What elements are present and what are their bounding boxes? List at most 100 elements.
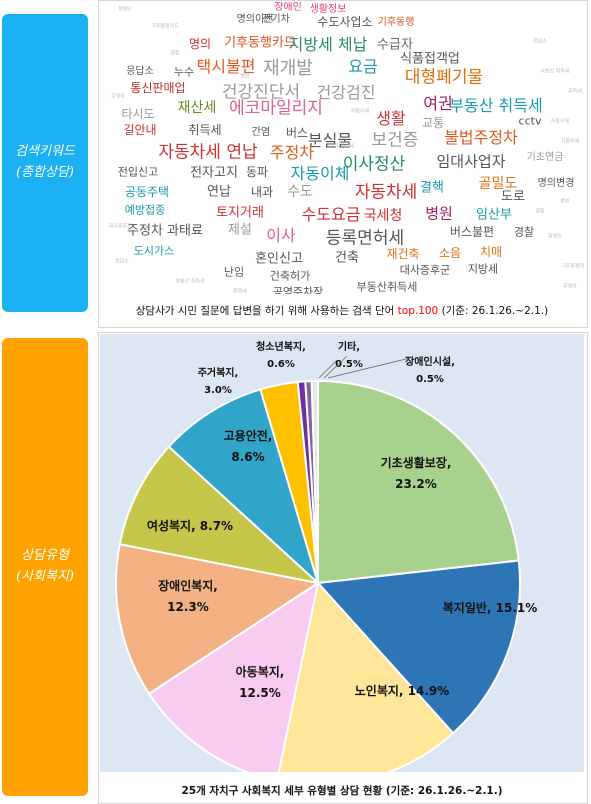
wordcloud-word: 교통 xyxy=(421,116,445,130)
wordcloud-word: 자동차세 연납 xyxy=(158,142,258,163)
wordcloud-word: 명의 xyxy=(188,37,212,51)
wordcloud: 장애인 생활정보 명의이전 전기차 수도사업소 기후동행 명의 기후동행카드 지방세 체납 수급자… xyxy=(100,2,584,295)
pie-label-value: 0.5% xyxy=(335,359,363,370)
consult-type-section-label: 상담유형 (사회복지) xyxy=(2,338,88,796)
wordcloud-word: 도로 xyxy=(501,189,525,205)
pie-leader-line xyxy=(323,355,348,379)
wordcloud-word: 주정차 과태료 xyxy=(127,223,203,239)
wordcloud-word: 혼인신고 xyxy=(255,251,303,267)
wordcloud-filler-word: 주정차 xyxy=(563,283,577,290)
wordcloud-filler-word: 병원 xyxy=(560,198,570,205)
wordcloud-filler-word: 장애인 xyxy=(118,6,132,13)
pie-label-name: 장애인시설, xyxy=(405,355,455,368)
wordcloud-word: 취득세 xyxy=(188,123,222,137)
wordcloud-word: 수도사업소 xyxy=(317,15,373,29)
pie-chart-panel: 기초생활보장, 23.2% 복지일반, 15.1% 노인복지, 14.9% 아동복지, 1… xyxy=(100,334,584,786)
wordcloud-word: 예방접종 xyxy=(124,203,166,217)
pie-label-value: 0.5% xyxy=(416,374,444,385)
wordcloud-filler-word: 경찰 xyxy=(535,208,545,215)
wordcloud-caption: 상담사가 시민 질문에 답변을 하기 위해 사용하는 검색 단어 top.100… xyxy=(100,303,584,318)
pie-label-value: 12.3% xyxy=(167,600,209,614)
pie-slice-5 xyxy=(118,445,322,585)
pie-slice-1 xyxy=(315,559,522,735)
wordcloud-word: 수도 xyxy=(287,184,313,200)
wordcloud-word: 여권 xyxy=(423,94,453,113)
wordcloud-word: 부동산 취득세 xyxy=(449,96,543,115)
wordcloud-filler-word: 장애인 xyxy=(548,233,562,240)
wordcloud-filler-word: 응답소 xyxy=(115,258,129,265)
wordcloud-word: 결핵 xyxy=(420,180,444,196)
wordcloud-word: 주정차 xyxy=(269,143,315,162)
wordcloud-filler-word: 취득세 xyxy=(568,88,582,95)
wordcloud-filler-word: 기후동행카드 xyxy=(561,263,584,270)
wordcloud-word: 지방세 체납 xyxy=(288,35,368,54)
wordcloud-word: 이사정산 xyxy=(342,154,406,175)
wordcloud-word: 제설 xyxy=(228,222,252,238)
pie-label-name: 주거복지, xyxy=(198,366,239,379)
wordcloud-word: 기후동행 xyxy=(377,17,415,28)
consult-type-label-line1: 상담유형 xyxy=(21,548,69,564)
wordcloud-word: 국세청 xyxy=(363,208,403,224)
pie-label-name: 여성복지, 8.7% xyxy=(147,518,233,533)
pie-label-value: 23.2% xyxy=(395,477,437,491)
pie-label-name: 기초생활보장, xyxy=(381,455,452,470)
consult-type-label-line2: (사회복지) xyxy=(16,569,74,584)
wordcloud-word: 수도요금 xyxy=(301,205,361,224)
pie-chart-caption: 25개 자치구 사회복지 세부 유형별 상담 현황 (기준: 26.1.26.~… xyxy=(181,785,503,797)
keyword-label-line2: (종합상담) xyxy=(16,165,74,180)
wordcloud-filler-word: 자동이체 xyxy=(350,108,370,115)
pie-label-value: 8.6% xyxy=(231,450,264,464)
pie-label-name: 노인복지, 14.9% xyxy=(355,683,450,698)
wordcloud-word: 길안내 xyxy=(123,123,157,137)
wordcloud-word: 재개발 xyxy=(263,58,313,79)
wordcloud-word: 대사증후군 xyxy=(399,263,451,277)
wordcloud-word: 치매 xyxy=(479,245,503,259)
wordcloud-word: 장애인 xyxy=(274,2,302,13)
wordcloud-word: 기초연금 xyxy=(526,152,564,163)
wordcloud-word: 도시가스 xyxy=(133,244,175,258)
pie-label-name: 청소년복지, xyxy=(256,340,306,353)
wordcloud-word: 병원 xyxy=(425,204,453,223)
wordcloud-word: 요금 xyxy=(348,57,378,76)
pie-chart: 기초생활보장, 23.2% 복지일반, 15.1% 노인복지, 14.9% 아동복지, 1… xyxy=(115,340,537,786)
wordcloud-word: 에코마일리지 xyxy=(229,98,323,119)
wordcloud-word: 응답소 xyxy=(126,66,154,77)
wordcloud-word: 건강진단서 xyxy=(221,82,301,103)
wordcloud-word: 분실물 xyxy=(307,131,353,150)
pie-slice-10 xyxy=(310,379,319,584)
wordcloud-word: 불법주정차 xyxy=(444,128,518,147)
wordcloud-word: 전기차 xyxy=(262,14,290,25)
keyword-label-line1: 검색키워드 xyxy=(15,144,75,160)
pie-slice-6 xyxy=(167,388,320,587)
wordcloud-word: 대형폐기물 xyxy=(404,67,484,88)
wordcloud-word: 명의이전 xyxy=(236,14,274,25)
wordcloud-word: 타시도 xyxy=(121,107,155,121)
wordcloud-word: cctv xyxy=(518,114,542,128)
pie-label-value: 12.5% xyxy=(239,686,281,700)
wordcloud-word: 내과 xyxy=(250,185,274,199)
wordcloud-word: 지방세 xyxy=(467,262,499,276)
pie-label-value: 3.0% xyxy=(204,385,232,396)
wordcloud-word: 명의변경 xyxy=(537,178,575,189)
wordcloud-word: 난임 xyxy=(223,265,245,279)
wordcloud-word: 재산세 xyxy=(177,100,217,116)
pie-leader-line xyxy=(318,359,338,379)
keyword-section-label: 검색키워드 (종합상담) xyxy=(2,14,88,312)
wordcloud-word: 자동차세 xyxy=(354,182,418,203)
wordcloud-word: 건축허가 xyxy=(269,269,311,283)
wordcloud-word: 자동이체 xyxy=(290,164,350,183)
pie-label-name: 아동복지, xyxy=(236,664,285,679)
wordcloud-word: 통신판매업 xyxy=(130,81,186,95)
wordcloud-word: 생활 xyxy=(376,109,406,128)
wordcloud-filler-word: 자동차세 xyxy=(335,143,355,150)
wordcloud-word: 공영주차장 xyxy=(272,285,324,295)
wordcloud-filler-word: 부동산 취득세 xyxy=(175,278,205,285)
pie-label-value: 0.6% xyxy=(267,359,295,370)
wordcloud-word: 토지거래 xyxy=(216,205,264,221)
wordcloud-filler-word: 기후동행카드 xyxy=(151,23,179,30)
wordcloud-word: 임산부 xyxy=(476,207,512,223)
wordcloud-word: 생활정보 xyxy=(309,4,347,15)
pie-slice-0 xyxy=(317,379,520,585)
wordcloud-word: 건강검진 xyxy=(316,83,376,102)
wordcloud-word: 이사 xyxy=(266,226,296,245)
